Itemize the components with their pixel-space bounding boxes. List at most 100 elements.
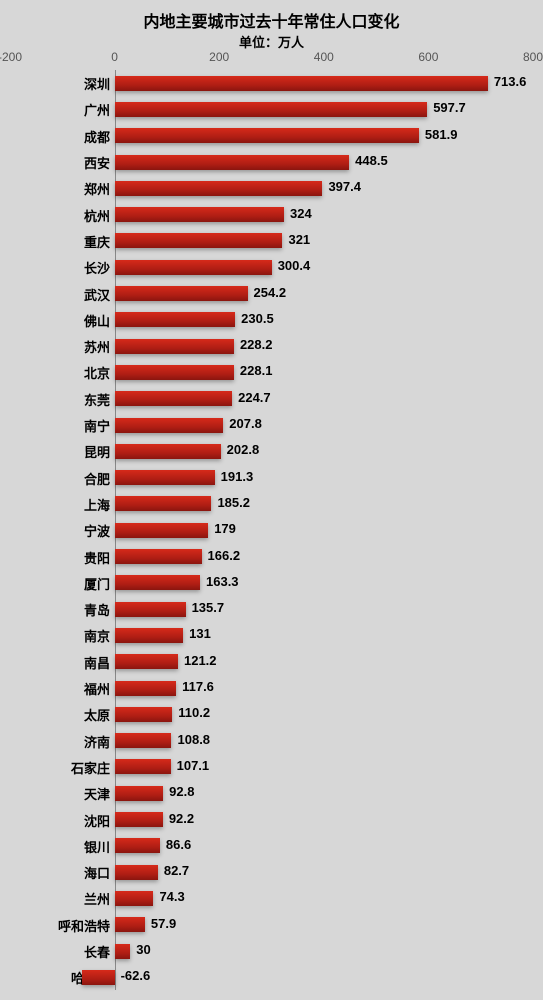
- x-tick-label: 400: [314, 50, 334, 64]
- bar: [115, 76, 488, 91]
- value-label: 86.6: [166, 837, 191, 852]
- city-label: 呼和浩特: [58, 916, 110, 935]
- value-label: 108.8: [178, 732, 211, 747]
- value-label: 185.2: [217, 495, 250, 510]
- city-label: 苏州: [84, 337, 110, 356]
- bar: [115, 339, 234, 354]
- value-label: 166.2: [208, 548, 241, 563]
- bar: [115, 312, 236, 327]
- city-label: 杭州: [84, 206, 110, 225]
- city-label: 北京: [84, 363, 110, 382]
- bar: [115, 391, 233, 406]
- bar: [115, 128, 419, 143]
- bar: [115, 286, 248, 301]
- bar: [115, 181, 323, 196]
- value-label: 207.8: [229, 416, 262, 431]
- city-label: 沈阳: [84, 811, 110, 830]
- value-label: 581.9: [425, 127, 458, 142]
- city-label: 兰州: [84, 889, 110, 908]
- bar: [115, 496, 212, 511]
- chart-subtitle: 单位：万人: [0, 32, 543, 51]
- bar: [115, 838, 160, 853]
- value-label: 300.4: [278, 258, 311, 273]
- city-label: 海口: [84, 863, 110, 882]
- bar: [115, 207, 284, 222]
- bar: [115, 365, 234, 380]
- bar: [115, 733, 172, 748]
- bar: [115, 575, 200, 590]
- city-label: 厦门: [84, 574, 110, 593]
- city-label: 上海: [84, 495, 110, 514]
- city-label: 南宁: [84, 416, 110, 435]
- value-label: 131: [189, 626, 211, 641]
- bar: [115, 628, 184, 643]
- bar: [115, 891, 154, 906]
- bar: [115, 944, 131, 959]
- value-label: 107.1: [177, 758, 210, 773]
- x-tick-label: -200: [0, 50, 22, 64]
- city-label: 青岛: [84, 600, 110, 619]
- value-label: 230.5: [241, 311, 274, 326]
- city-label: 宁波: [84, 521, 110, 540]
- city-label: 昆明: [84, 442, 110, 461]
- bar: [115, 102, 428, 117]
- bar: [115, 602, 186, 617]
- city-label: 重庆: [84, 232, 110, 251]
- city-label: 贵阳: [84, 548, 110, 567]
- x-tick-label: 600: [418, 50, 438, 64]
- value-label: 228.1: [240, 363, 273, 378]
- value-label: 179: [214, 521, 236, 536]
- value-label: 163.3: [206, 574, 239, 589]
- value-label: 121.2: [184, 653, 217, 668]
- city-label: 广州: [84, 100, 110, 119]
- value-label: -62.6: [121, 968, 151, 983]
- value-label: 135.7: [192, 600, 225, 615]
- bar: [115, 759, 171, 774]
- value-label: 321: [288, 232, 310, 247]
- bar: [115, 786, 164, 801]
- bar: [115, 917, 145, 932]
- value-label: 110.2: [178, 705, 210, 720]
- value-label: 82.7: [164, 863, 189, 878]
- bar: [115, 260, 272, 275]
- value-label: 92.8: [169, 784, 194, 799]
- city-label: 佛山: [84, 311, 110, 330]
- x-tick-label: 0: [111, 50, 118, 64]
- value-label: 202.8: [227, 442, 260, 457]
- city-label: 石家庄: [71, 758, 110, 777]
- city-label: 长春: [84, 942, 110, 961]
- city-label: 武汉: [84, 285, 110, 304]
- value-label: 448.5: [355, 153, 388, 168]
- bar: [115, 812, 163, 827]
- city-label: 东莞: [84, 390, 110, 409]
- city-label: 长沙: [84, 258, 110, 277]
- bar: [115, 418, 224, 433]
- city-label: 福州: [84, 679, 110, 698]
- bar: [115, 681, 177, 696]
- bar: [82, 970, 115, 985]
- value-label: 224.7: [238, 390, 271, 405]
- city-label: 郑州: [84, 179, 110, 198]
- value-label: 191.3: [221, 469, 254, 484]
- x-tick-label: 800: [523, 50, 543, 64]
- city-label: 济南: [84, 732, 110, 751]
- value-label: 74.3: [159, 889, 184, 904]
- bar: [115, 233, 283, 248]
- bar: [115, 654, 178, 669]
- bar: [115, 865, 158, 880]
- value-label: 324: [290, 206, 312, 221]
- bar: [115, 470, 215, 485]
- city-label: 南昌: [84, 653, 110, 672]
- bar: [115, 707, 173, 722]
- bar: [115, 549, 202, 564]
- value-label: 597.7: [433, 100, 466, 115]
- value-label: 228.2: [240, 337, 273, 352]
- city-label: 南京: [84, 626, 110, 645]
- city-label: 合肥: [84, 469, 110, 488]
- value-label: 254.2: [254, 285, 287, 300]
- value-label: 117.6: [182, 679, 214, 694]
- city-label: 深圳: [84, 74, 110, 93]
- bar: [115, 523, 209, 538]
- bar: [115, 155, 350, 170]
- chart-title: 内地主要城市过去十年常住人口变化: [0, 0, 543, 32]
